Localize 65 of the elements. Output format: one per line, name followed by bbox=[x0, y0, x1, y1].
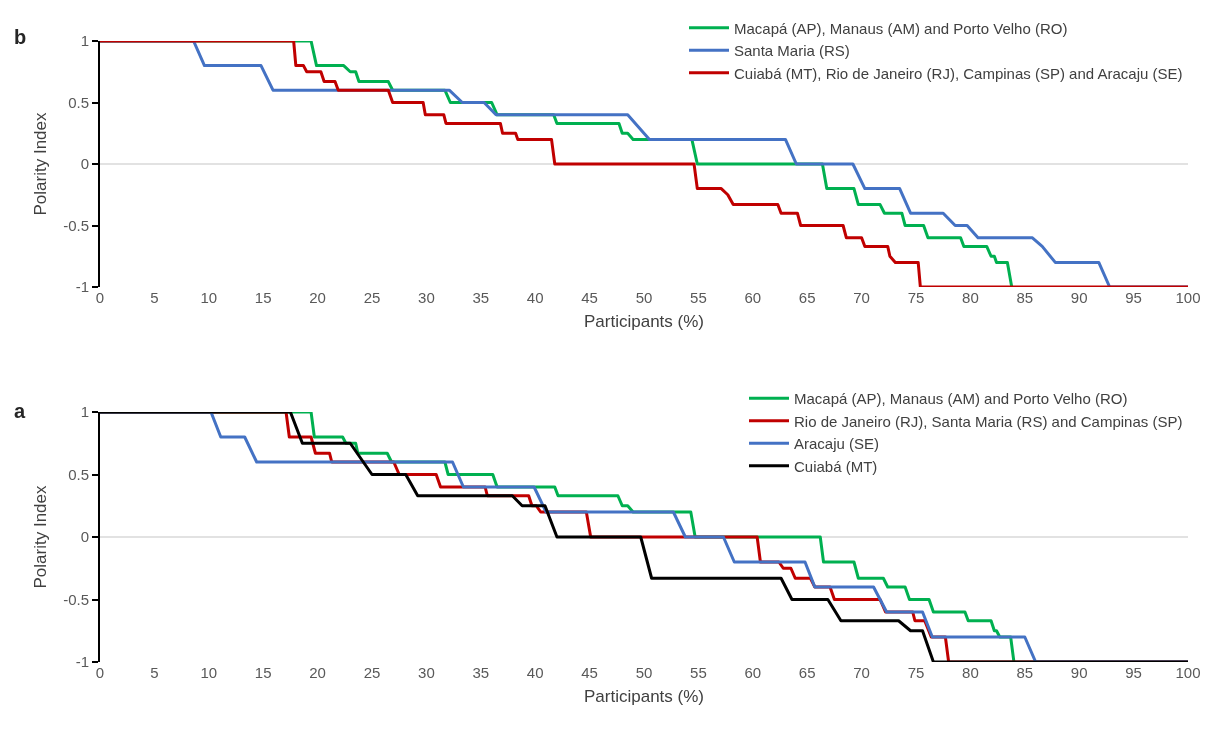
x-tick-label: 85 bbox=[1016, 664, 1034, 681]
y-tick-label: 0.5 bbox=[68, 93, 89, 111]
x-tick-label: 45 bbox=[581, 289, 598, 306]
x-tick-label: 30 bbox=[418, 289, 435, 306]
x-axis-title: Participants (%) bbox=[584, 687, 704, 707]
x-tick-label: 80 bbox=[962, 289, 979, 306]
x-tick-label: 15 bbox=[254, 289, 272, 306]
y-tick-label: -1 bbox=[75, 653, 89, 671]
x-tick-label: 90 bbox=[1070, 664, 1088, 681]
legend-label: Cuiabá (MT), Rio de Janeiro (RJ), Campinas (SP) and Aracaju (SE) bbox=[734, 64, 1183, 82]
x-tick-label: 60 bbox=[744, 289, 762, 306]
x-tick-label: 50 bbox=[635, 664, 653, 681]
x-tick-label: 95 bbox=[1125, 289, 1142, 306]
x-tick-label: 100 bbox=[1175, 289, 1201, 306]
legend-label: Macapá (AP), Manaus (AM) and Porto Velho (RO) bbox=[794, 390, 1128, 408]
y-tick-label: 0 bbox=[80, 528, 89, 546]
legend-label: Cuiabá (MT) bbox=[794, 457, 878, 475]
chart-title: a bbox=[14, 400, 26, 422]
x-tick-label: 5 bbox=[150, 664, 159, 681]
x-tick-label: 50 bbox=[635, 289, 653, 306]
legend-label: Aracaju (SE) bbox=[794, 435, 880, 453]
x-tick-label: 30 bbox=[418, 664, 435, 681]
x-tick-label: 95 bbox=[1125, 664, 1142, 681]
x-tick-label: 45 bbox=[581, 664, 598, 681]
legend-label: Santa Maria (RS) bbox=[734, 42, 850, 60]
x-tick-label: 35 bbox=[472, 664, 490, 681]
x-tick-label: 35 bbox=[472, 289, 490, 306]
y-axis-title: Polarity Index bbox=[31, 112, 51, 216]
x-tick-label: 55 bbox=[690, 664, 707, 681]
x-tick-label: 20 bbox=[309, 664, 326, 681]
y-axis-title: Polarity Index bbox=[31, 485, 51, 589]
y-tick-label: -1 bbox=[75, 278, 89, 296]
x-tick-label: 60 bbox=[744, 664, 762, 681]
x-tick-label: 10 bbox=[200, 289, 218, 306]
x-tick-label: 70 bbox=[853, 289, 870, 306]
x-axis-title: Participants (%) bbox=[584, 312, 704, 332]
x-tick-label: 100 bbox=[1175, 664, 1201, 681]
x-tick-label: 40 bbox=[526, 664, 544, 681]
x-tick-label: 55 bbox=[690, 289, 707, 306]
chart-title: b bbox=[14, 26, 27, 48]
x-tick-label: 0 bbox=[95, 664, 105, 681]
x-tick-label: 70 bbox=[853, 664, 870, 681]
x-tick-label: 65 bbox=[798, 289, 816, 306]
x-tick-label: 25 bbox=[363, 289, 381, 306]
y-tick-label: 0 bbox=[80, 155, 89, 173]
x-tick-label: 5 bbox=[150, 289, 159, 306]
y-tick-label: 0.5 bbox=[68, 465, 89, 483]
x-tick-label: 0 bbox=[95, 289, 105, 306]
x-tick-label: 90 bbox=[1070, 289, 1088, 306]
x-tick-label: 15 bbox=[254, 664, 272, 681]
x-tick-label: 20 bbox=[309, 289, 326, 306]
legend-label: Rio de Janeiro (RJ), Santa Maria (RS) and Campinas (SP) bbox=[794, 412, 1183, 430]
x-tick-label: 10 bbox=[200, 664, 218, 681]
y-tick-label: 1 bbox=[80, 403, 89, 421]
x-tick-label: 75 bbox=[907, 664, 925, 681]
y-tick-label: 1 bbox=[80, 32, 89, 50]
x-tick-label: 85 bbox=[1016, 289, 1034, 306]
x-tick-label: 80 bbox=[962, 664, 979, 681]
x-tick-label: 25 bbox=[363, 664, 381, 681]
y-tick-label: -0.5 bbox=[63, 590, 89, 608]
y-tick-label: -0.5 bbox=[63, 216, 89, 234]
x-tick-label: 75 bbox=[907, 289, 925, 306]
x-tick-label: 65 bbox=[798, 664, 816, 681]
legend-label: Macapá (AP), Manaus (AM) and Porto Velho (RO) bbox=[734, 19, 1068, 37]
x-tick-label: 40 bbox=[526, 289, 544, 306]
